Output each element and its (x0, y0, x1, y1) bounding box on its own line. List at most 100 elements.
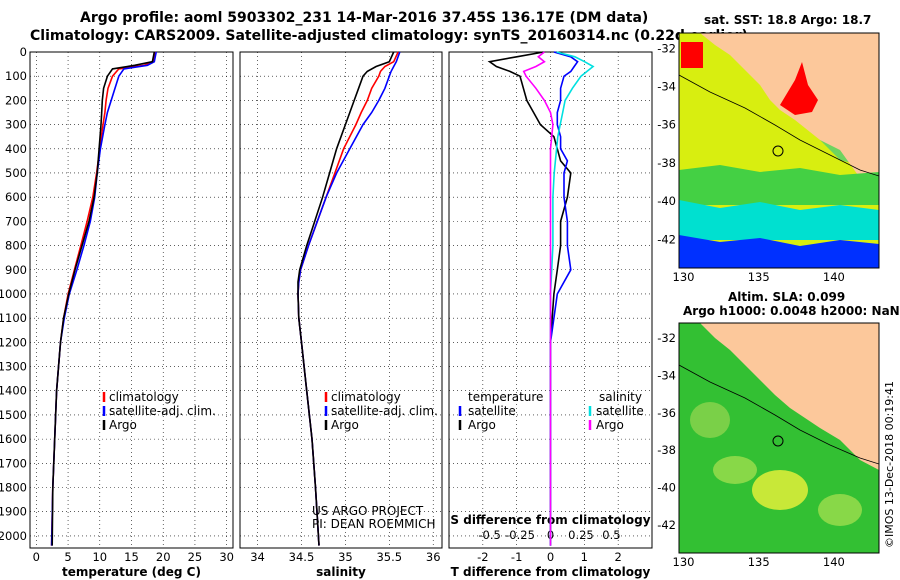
difference-legend-salinity-label: Argo (596, 418, 624, 432)
difference-series-temperature-argo (487, 51, 572, 546)
depth-tick-label: 100 (5, 69, 27, 83)
project-annotation: US ARGO PROJECT (312, 504, 424, 518)
salinity-x-tick-label: 35 (338, 550, 353, 564)
sst_map-lat-tick-label: -38 (657, 156, 676, 170)
sla-high-anomaly (713, 456, 757, 484)
difference-legend-salinity-title: salinity (599, 390, 642, 404)
depth-tick-label: 700 (5, 214, 27, 228)
salinity-x-tick-label: 35.5 (376, 550, 402, 564)
difference-t-tick-label: 2 (615, 550, 622, 564)
sla-argo-location (772, 435, 784, 447)
sst_map-lon-tick-label: 135 (748, 270, 770, 284)
sst_map-lat-tick-label: -42 (657, 232, 676, 246)
depth-tick-label: 500 (5, 166, 27, 180)
sst-shelf-contour (679, 74, 879, 177)
sst-map-title: sat. SST: 18.8 Argo: 18.7 (704, 13, 871, 27)
sla_map-lon-tick-label: 135 (748, 555, 770, 569)
temperature-x-tick-label: 30 (219, 550, 234, 564)
temperature-legend-label: satellite-adj. clim. (109, 404, 216, 418)
depth-tick-label: 1600 (0, 432, 27, 446)
difference-series-salinity-argo (522, 51, 554, 546)
sst_map-lon-tick-label: 140 (823, 270, 845, 284)
difference-s-tick-label: 0.25 (568, 528, 594, 542)
imos-credit: ©IMOS 13-Dec-2018 00:19:41 (883, 381, 896, 548)
temperature-legend-label: climatology (109, 390, 179, 404)
sst_map-lat-tick-label: -32 (657, 41, 676, 55)
profile-panel-temperature: 0100200300400500600700800900100011001200… (0, 45, 234, 579)
temperature-legend-label: Argo (109, 418, 137, 432)
temperature-x-tick-label: 0 (33, 550, 40, 564)
sst_map-lon-tick-label: 130 (673, 270, 695, 284)
difference-t-tick-label: -1 (511, 550, 522, 564)
temperature-x-axis-label: temperature (deg C) (62, 565, 201, 579)
sla_map-lat-tick-label: -36 (657, 406, 676, 420)
difference-legend-salinity-label: satellite (596, 404, 644, 418)
sla-map: Altim. SLA: 0.099 Argo h1000: 0.0048 h20… (657, 290, 900, 569)
depth-tick-label: 1900 (0, 505, 27, 519)
sst-cold-band (679, 200, 879, 240)
sla-map-title-line2: Argo h1000: 0.0048 h2000: NaN (683, 304, 900, 318)
sla-high-anomaly (818, 494, 862, 526)
temperature-series-argo (51, 51, 156, 546)
sla_map-lon-tick-label: 140 (823, 555, 845, 569)
salinity-x-tick-label: 36 (426, 550, 441, 564)
difference-t-tick-label: -2 (477, 550, 488, 564)
sla_map-lat-tick-label: -40 (657, 481, 676, 495)
salinity-x-tick-label: 34 (250, 550, 265, 564)
temperature-x-tick-label: 10 (92, 550, 107, 564)
temperature-x-tick-label: 15 (124, 550, 139, 564)
depth-tick-label: 2000 (0, 529, 27, 543)
difference-t-tick-label: 0 (547, 550, 554, 564)
difference-s-tick-label: -0.25 (505, 528, 535, 542)
project-annotation: PI: DEAN ROEMMICH (312, 517, 435, 531)
difference-legend-temperature-title: temperature (468, 390, 543, 404)
depth-tick-label: 900 (5, 263, 27, 277)
sst-coldest-band (679, 235, 879, 268)
sla_map-lat-tick-label: -32 (657, 331, 676, 345)
sla-high-anomaly (752, 470, 808, 510)
sst-hot-patch (780, 62, 818, 115)
depth-tick-label: 1200 (0, 335, 27, 349)
sst_map-lat-tick-label: -40 (657, 194, 676, 208)
sst-map: sat. SST: 18.8 Argo: 18.7 130 135 140 -32 -3… (657, 13, 880, 284)
sla_map-lat-tick-label: -34 (657, 368, 676, 382)
depth-tick-label: 1700 (0, 456, 27, 470)
difference-legend-temperature-label: satellite (468, 404, 516, 418)
sla-map-frame (678, 322, 880, 554)
sla_map-lat-tick-label: -38 (657, 443, 676, 457)
difference-series-temperature-satellite (549, 51, 579, 546)
difference-s-tick-label: -0.5 (478, 528, 500, 542)
temperature-x-tick-label: 25 (188, 550, 203, 564)
salinity-x-axis-label: salinity (316, 565, 366, 579)
figure-title-line1: Argo profile: aoml 5903302_231 14-Mar-20… (80, 10, 649, 26)
depth-tick-label: 0 (20, 45, 27, 59)
sla-high-anomaly (690, 402, 730, 438)
sla_map-lon-tick-label: 130 (673, 555, 695, 569)
sst-hot-patch-west (681, 42, 703, 68)
sla_map-lat-tick-label: -42 (657, 518, 676, 532)
depth-tick-label: 800 (5, 239, 27, 253)
temperature-x-tick-label: 20 (156, 550, 171, 564)
difference-t-tick-label: 1 (581, 550, 588, 564)
depth-tick-label: 1100 (0, 311, 27, 325)
depth-tick-label: 1500 (0, 408, 27, 422)
salinity-x-tick-label: 34.5 (289, 550, 315, 564)
profile-panel-salinity: 34 34.5 35 35.5 36 salinity climatologysatelli… (239, 51, 443, 579)
salinity-plot-frame (239, 51, 443, 549)
depth-tick-label: 1000 (0, 287, 27, 301)
difference-legend-temperature-label: Argo (468, 418, 496, 432)
sst_map-lat-tick-label: -34 (657, 79, 676, 93)
depth-tick-label: 1800 (0, 481, 27, 495)
sla-map-title-line1: Altim. SLA: 0.099 (728, 290, 845, 304)
sst_map-lat-tick-label: -36 (657, 118, 676, 132)
sla-shelf-contour (679, 364, 879, 465)
salinity-legend-label: climatology (331, 390, 401, 404)
profile-panel-difference: -2 -1 0 1 2T difference from climatology -0.5… (448, 51, 653, 579)
temperature-x-tick-label: 5 (64, 550, 71, 564)
sst-cool-band (679, 165, 879, 205)
salinity-legend-label: satellite-adj. clim. (331, 404, 438, 418)
difference-s-tick-label: 0.5 (602, 528, 620, 542)
depth-tick-label: 600 (5, 190, 27, 204)
sla-land (700, 323, 879, 470)
sst-argo-location (772, 145, 784, 157)
